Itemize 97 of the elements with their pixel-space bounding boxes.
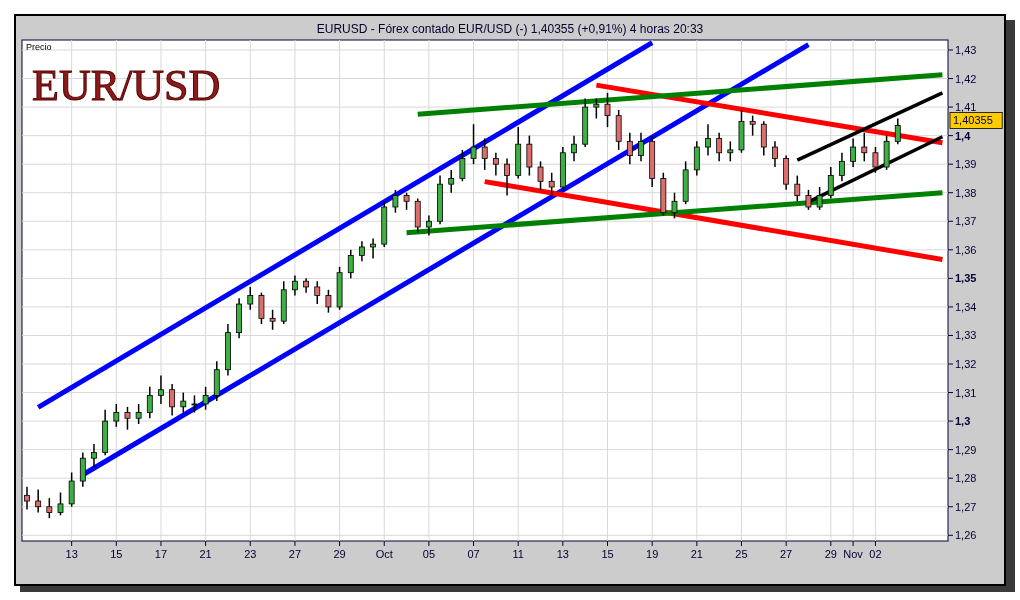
y-tick-label: 1,26 [955,529,977,542]
candlestick [760,120,767,157]
candlestick [638,132,644,163]
candlestick [392,189,399,214]
candlestick [180,391,187,414]
y-tick-label: 1,38 [955,186,977,199]
x-tick-label: 13 [65,548,78,560]
candlestick [470,123,477,165]
candlestick [827,166,834,200]
candlestick [537,160,544,191]
x-tick-label: 27 [288,548,302,560]
x-tick-label: Nov [843,548,864,560]
y-tick-label: 1,31 [955,386,977,399]
candlestick [872,146,879,174]
candlestick [604,92,611,128]
candlestick [24,486,30,511]
x-tick-label: Oct [375,548,393,560]
y-axis-title: Precio [26,42,52,52]
x-tick-label: 21 [199,548,212,560]
candlestick [548,171,555,197]
candlestick [258,291,265,325]
candlestick [459,149,466,183]
x-tick-label: 13 [556,548,569,560]
candlestick [626,132,633,165]
candlestick [158,374,164,405]
candlestick [448,169,455,194]
y-tick-label: 1,37 [955,215,977,228]
candlestick [861,132,868,163]
candlestick [370,237,376,260]
candlestick [35,488,42,514]
x-tick-label: 23 [244,548,257,560]
candlestick [347,249,354,280]
text: EUR/USD [32,61,221,110]
candlestick [705,123,711,157]
candlestick [571,134,577,163]
candlestick [79,451,86,488]
candlestick [68,471,75,508]
candlestick [894,117,901,145]
y-tick-label: 1,3 [955,415,971,428]
candlestick [749,114,756,137]
candlestick [716,132,723,163]
candlestick [113,403,120,428]
candlestick [57,491,64,517]
candlestick [839,152,845,183]
candlestick [124,406,131,431]
x-tick-label: 25 [735,548,748,560]
y-tick-label: 1,41 [955,101,977,114]
y-tick-label: 1,27 [955,500,977,513]
candlestick [169,383,176,417]
chart-title: EURUSD - Fórex contado EUR/USD (-) 1,40355 (+0,91%) 4 horas 20:33 [316,22,704,36]
y-tick-label: 1,28 [955,472,977,485]
x-tick-label: 17 [154,548,168,560]
candlestick [247,286,254,311]
x-tick-label: 15 [601,548,614,560]
candlestick [593,97,600,120]
x-tick-label: 29 [333,548,346,560]
candlestick [693,140,700,177]
y-tick-label: 1,33 [955,329,977,342]
x-tick-label: 07 [467,548,480,560]
x-tick-label: 11 [512,548,524,560]
candlestick [269,309,276,331]
x-tick-label: 15 [110,548,123,560]
text: 1,40355 [953,114,993,127]
candlestick [46,497,53,519]
candlestick [325,289,332,314]
x-tick-label: 19 [646,548,659,560]
x-tick-label: 05 [422,548,436,560]
y-tick-label: 1,32 [955,358,977,371]
candlestick [425,214,432,237]
y-tick-label: 1,42 [955,72,977,85]
candlestick [135,403,142,425]
candlestick [359,240,365,262]
y-tick-label: 1,36 [955,243,977,256]
y-tick-label: 1,39 [955,158,977,171]
y-tick-label: 1,4 [955,129,972,142]
y-tick-label: 1,35 [955,272,977,285]
candlestick [772,140,778,168]
candlestick [314,280,321,305]
x-tick-label: 21 [690,548,703,560]
candlestick [292,274,298,297]
candlestick [727,140,734,163]
candlestick [850,137,857,168]
candlestick [671,191,678,220]
candlestick [202,386,209,411]
candlestick [526,134,533,177]
x-tick-label: 27 [780,548,793,560]
x-tick-label: 02 [869,548,882,560]
candlestick [91,443,97,468]
candlestick [481,137,488,171]
y-tick-label: 1,43 [955,43,977,56]
y-tick-label: 1,29 [955,443,977,456]
candlestick [492,152,499,177]
y-tick-label: 1,34 [955,300,977,313]
x-tick-label: 29 [824,548,837,560]
candlestick [146,386,153,419]
candlestick [504,157,510,197]
candlestick [794,174,801,203]
